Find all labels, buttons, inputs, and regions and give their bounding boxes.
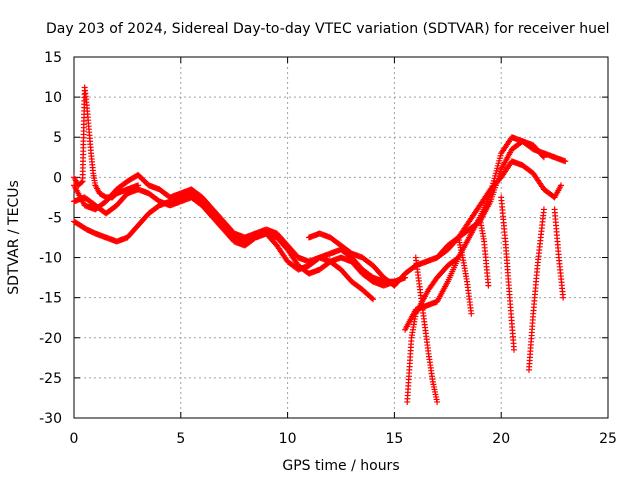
data-point [539,153,546,160]
y-tick-label: -30 [39,411,62,427]
data-point [78,179,85,186]
series-track-m [551,206,567,301]
series-track-e [305,158,565,289]
data-point [540,206,547,213]
y-axis-title: SDTVAR / TECUs [6,180,22,295]
x-tick-label: 15 [385,431,403,447]
data-point [540,154,547,161]
data-point [558,182,565,189]
axis-ticks [73,56,609,419]
data-point [511,346,518,353]
series-track-c [71,186,398,289]
data-point [370,296,377,303]
data-point [434,398,441,405]
series-track-d [71,84,142,201]
data-point [468,310,475,317]
x-tick-label: 10 [279,431,297,447]
series-track-j [476,214,492,289]
series-track-l [525,206,547,373]
data-point [454,255,461,262]
series-track-h [404,254,462,405]
data-point [485,282,492,289]
x-tick-label: 25 [599,431,617,447]
x-tick-label: 0 [70,431,79,447]
chart-title: Day 203 of 2024, Sidereal Day-to-day VTE… [46,21,609,37]
y-tick-label: -15 [39,291,62,307]
data-point [368,295,375,302]
y-tick-label: 0 [53,170,62,186]
y-tick-label: -20 [39,331,62,347]
x-axis-title: GPS time / hours [282,458,399,474]
data-points [71,84,569,405]
y-tick-label: 15 [44,50,62,66]
y-axis-tick-labels: -30 -25 -20 -15 -10 -5 0 5 10 15 [39,50,62,427]
x-tick-label: 20 [492,431,510,447]
data-point [135,182,142,189]
y-tick-label: -5 [48,210,62,226]
series-track-i [455,234,475,317]
x-tick-label: 5 [176,431,185,447]
y-tick-label: -10 [39,251,62,267]
y-tick-label: 10 [44,90,62,106]
data-point [560,294,567,301]
data-point [562,158,569,165]
plot-frame [73,56,609,419]
series-track-n [434,138,547,261]
y-tick-label: -25 [39,371,62,387]
series-track-k [498,194,518,353]
x-axis-tick-labels: 0 5 10 15 20 25 [70,431,617,447]
y-tick-label: 5 [53,130,62,146]
